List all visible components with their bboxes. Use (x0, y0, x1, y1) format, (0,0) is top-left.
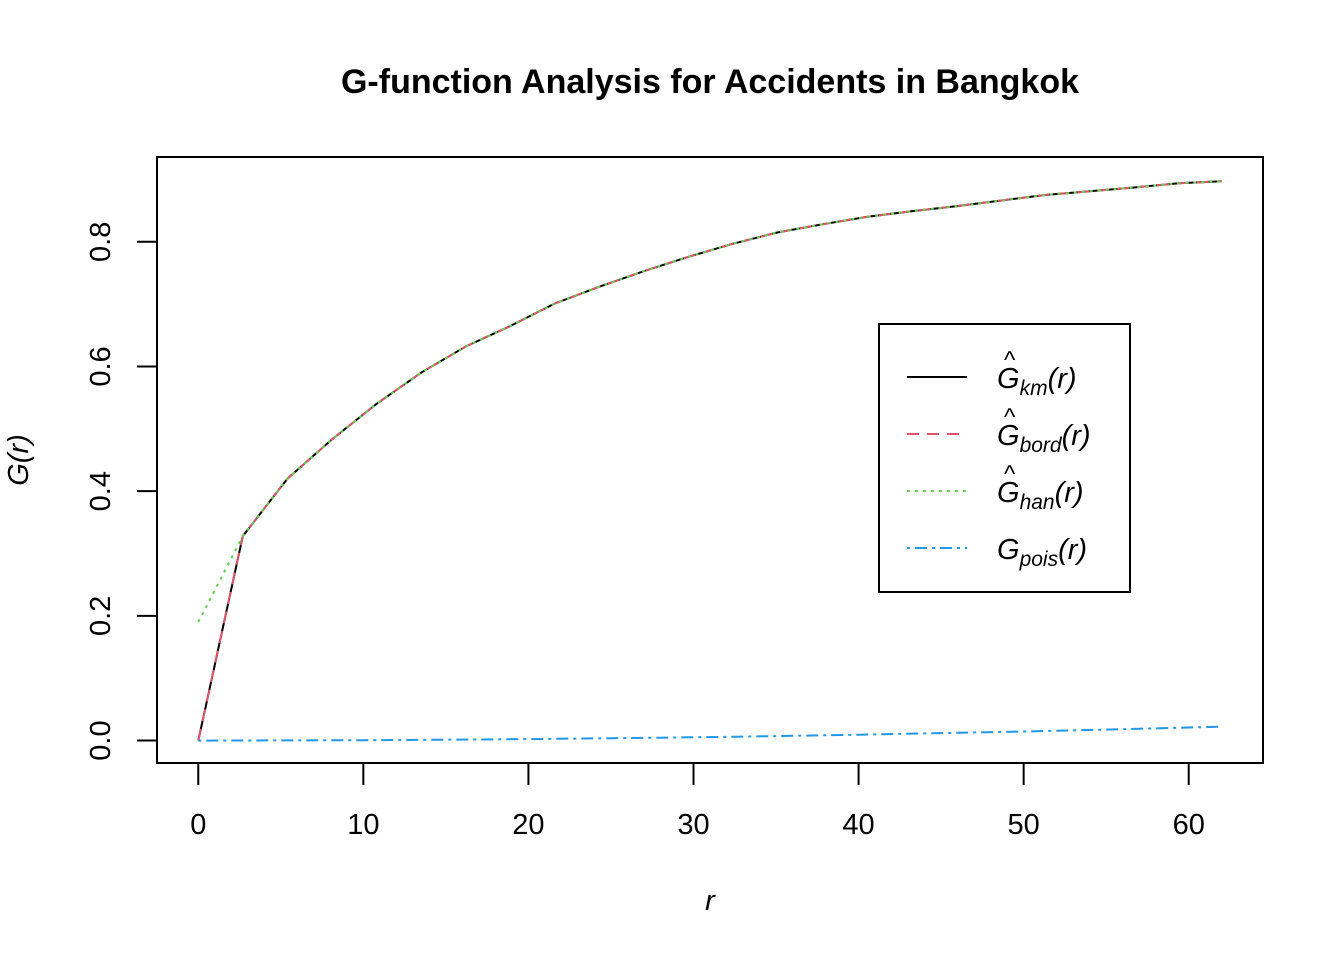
y-tick-label: 0.0 (85, 720, 117, 760)
series-line-1 (197, 180, 1222, 741)
x-tick-label: 60 (1173, 809, 1205, 841)
x-tick-label: 10 (347, 809, 379, 841)
y-axis-label: G(r) (3, 434, 35, 486)
x-tick-label: 50 (1008, 809, 1040, 841)
x-tick-label: 20 (512, 809, 544, 841)
y-tick-label: 0.8 (85, 222, 117, 262)
legend-label-1: Gbord(r) (997, 420, 1091, 457)
series-line-2 (197, 180, 1222, 623)
legend-label-0: Gkm(r) (997, 363, 1077, 400)
y-tick-label: 0.6 (85, 346, 117, 386)
x-axis-label: r (705, 885, 716, 917)
y-axis: 0.0 0.2 0.4 0.6 0.8 (85, 222, 158, 761)
chart-title: G-function Analysis for Accidents in Ban… (341, 63, 1079, 101)
x-axis: 0 10 20 30 40 50 60 (190, 762, 1205, 841)
y-tick-label: 0.2 (85, 596, 117, 636)
y-tick-label: 0.4 (85, 471, 117, 511)
legend-label-3: Gpois(r) (997, 534, 1087, 571)
legend-hat-0: ^ (1004, 347, 1016, 374)
legend-hat-2: ^ (1004, 461, 1016, 488)
x-tick-label: 30 (677, 809, 709, 841)
series-line-3 (198, 725, 1222, 742)
legend-items: Gkm(r)^Gbord(r)^Ghan(r)^Gpois(r) (907, 347, 1091, 571)
x-tick-label: 40 (842, 809, 874, 841)
legend: Gkm(r)^Gbord(r)^Ghan(r)^Gpois(r) (878, 323, 1131, 593)
legend-hat-1: ^ (1004, 404, 1016, 431)
legend-label-2: Ghan(r) (997, 477, 1084, 514)
x-tick-label: 0 (190, 809, 206, 841)
series-layer (197, 180, 1222, 742)
